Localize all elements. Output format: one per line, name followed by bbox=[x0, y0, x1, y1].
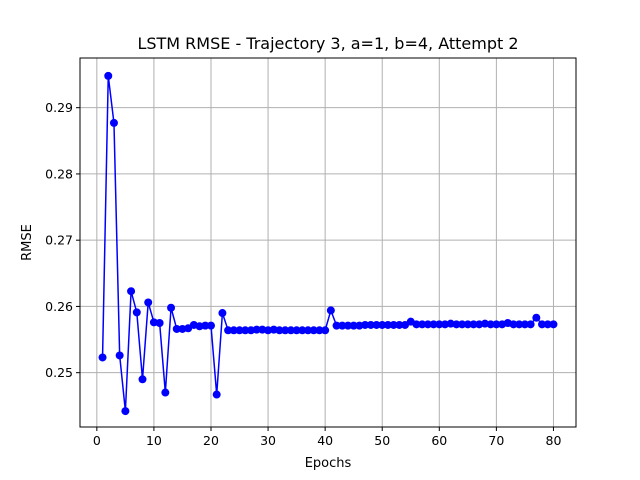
data-point bbox=[138, 375, 147, 384]
data-point bbox=[492, 320, 501, 329]
x-tick-label: 20 bbox=[203, 433, 219, 448]
data-point bbox=[326, 306, 335, 315]
x-tick-label: 10 bbox=[146, 433, 162, 448]
x-tick-label: 50 bbox=[374, 433, 390, 448]
x-tick-label: 80 bbox=[546, 433, 562, 448]
data-point bbox=[332, 321, 341, 330]
y-axis-label: RMSE bbox=[20, 224, 35, 261]
data-point bbox=[252, 325, 261, 334]
data-point bbox=[155, 318, 164, 327]
series-line bbox=[101, 75, 554, 412]
x-tick-label: 60 bbox=[431, 433, 447, 448]
data-point bbox=[520, 320, 529, 329]
y-tick-label: 0.28 bbox=[45, 166, 73, 181]
data-point bbox=[109, 118, 118, 127]
axis-ticks: 0 10 20 30 40 50 60 70 80 0.25 0.26 0.27 0.28 0.29 bbox=[45, 100, 561, 448]
data-point bbox=[435, 320, 444, 329]
data-point bbox=[275, 326, 284, 335]
data-point bbox=[127, 287, 136, 296]
data-point bbox=[372, 320, 381, 329]
data-point bbox=[515, 320, 524, 329]
data-point bbox=[543, 320, 552, 329]
data-point bbox=[104, 71, 113, 80]
data-point bbox=[167, 303, 176, 312]
data-point bbox=[235, 326, 244, 335]
x-tick-label: 40 bbox=[317, 433, 333, 448]
data-point bbox=[309, 326, 318, 335]
data-point bbox=[389, 320, 398, 329]
grid-lines bbox=[80, 58, 576, 427]
x-tick-label: 30 bbox=[260, 433, 276, 448]
data-point bbox=[429, 320, 438, 329]
data-point bbox=[212, 390, 221, 399]
data-point bbox=[532, 313, 541, 322]
data-point bbox=[378, 320, 387, 329]
x-tick-label: 0 bbox=[93, 433, 101, 448]
data-point bbox=[229, 326, 238, 335]
data-point bbox=[98, 353, 107, 362]
data-point bbox=[452, 320, 461, 329]
data-point bbox=[509, 320, 518, 329]
data-point bbox=[321, 326, 330, 335]
data-point bbox=[538, 320, 547, 329]
data-point bbox=[338, 321, 347, 330]
y-tick-label: 0.26 bbox=[45, 299, 73, 314]
data-point bbox=[144, 298, 153, 307]
data-point bbox=[281, 326, 290, 335]
x-tick-label: 70 bbox=[488, 433, 504, 448]
data-point bbox=[115, 351, 124, 360]
data-point bbox=[349, 321, 358, 330]
data-point bbox=[132, 308, 141, 317]
data-point bbox=[395, 320, 404, 329]
data-point bbox=[201, 321, 210, 330]
data-point bbox=[315, 326, 324, 335]
data-point bbox=[298, 326, 307, 335]
data-point bbox=[458, 320, 467, 329]
data-point bbox=[292, 326, 301, 335]
x-axis-label: Epochs bbox=[305, 456, 352, 471]
data-point bbox=[549, 320, 558, 329]
chart-title: LSTM RMSE - Trajectory 3, a=1, b=4, Atte… bbox=[137, 34, 518, 53]
data-point bbox=[218, 309, 227, 318]
data-point bbox=[286, 326, 295, 335]
data-point bbox=[412, 320, 421, 329]
data-point bbox=[161, 388, 170, 397]
y-tick-label: 0.25 bbox=[45, 365, 73, 380]
data-point bbox=[361, 320, 370, 329]
data-point bbox=[206, 321, 215, 330]
y-tick-label: 0.29 bbox=[45, 100, 73, 115]
series-layer bbox=[98, 71, 558, 416]
data-point bbox=[463, 320, 472, 329]
data-point bbox=[366, 320, 375, 329]
data-point bbox=[224, 326, 233, 335]
data-point bbox=[383, 320, 392, 329]
data-point bbox=[343, 321, 352, 330]
data-point bbox=[418, 320, 427, 329]
data-point bbox=[423, 320, 432, 329]
data-point bbox=[469, 320, 478, 329]
data-point bbox=[486, 320, 495, 329]
data-point bbox=[241, 326, 250, 335]
data-point bbox=[526, 320, 535, 329]
data-point bbox=[304, 326, 313, 335]
plot-frame bbox=[79, 57, 577, 428]
y-tick-label: 0.27 bbox=[45, 233, 73, 248]
data-point bbox=[121, 407, 130, 416]
data-point bbox=[172, 324, 181, 333]
